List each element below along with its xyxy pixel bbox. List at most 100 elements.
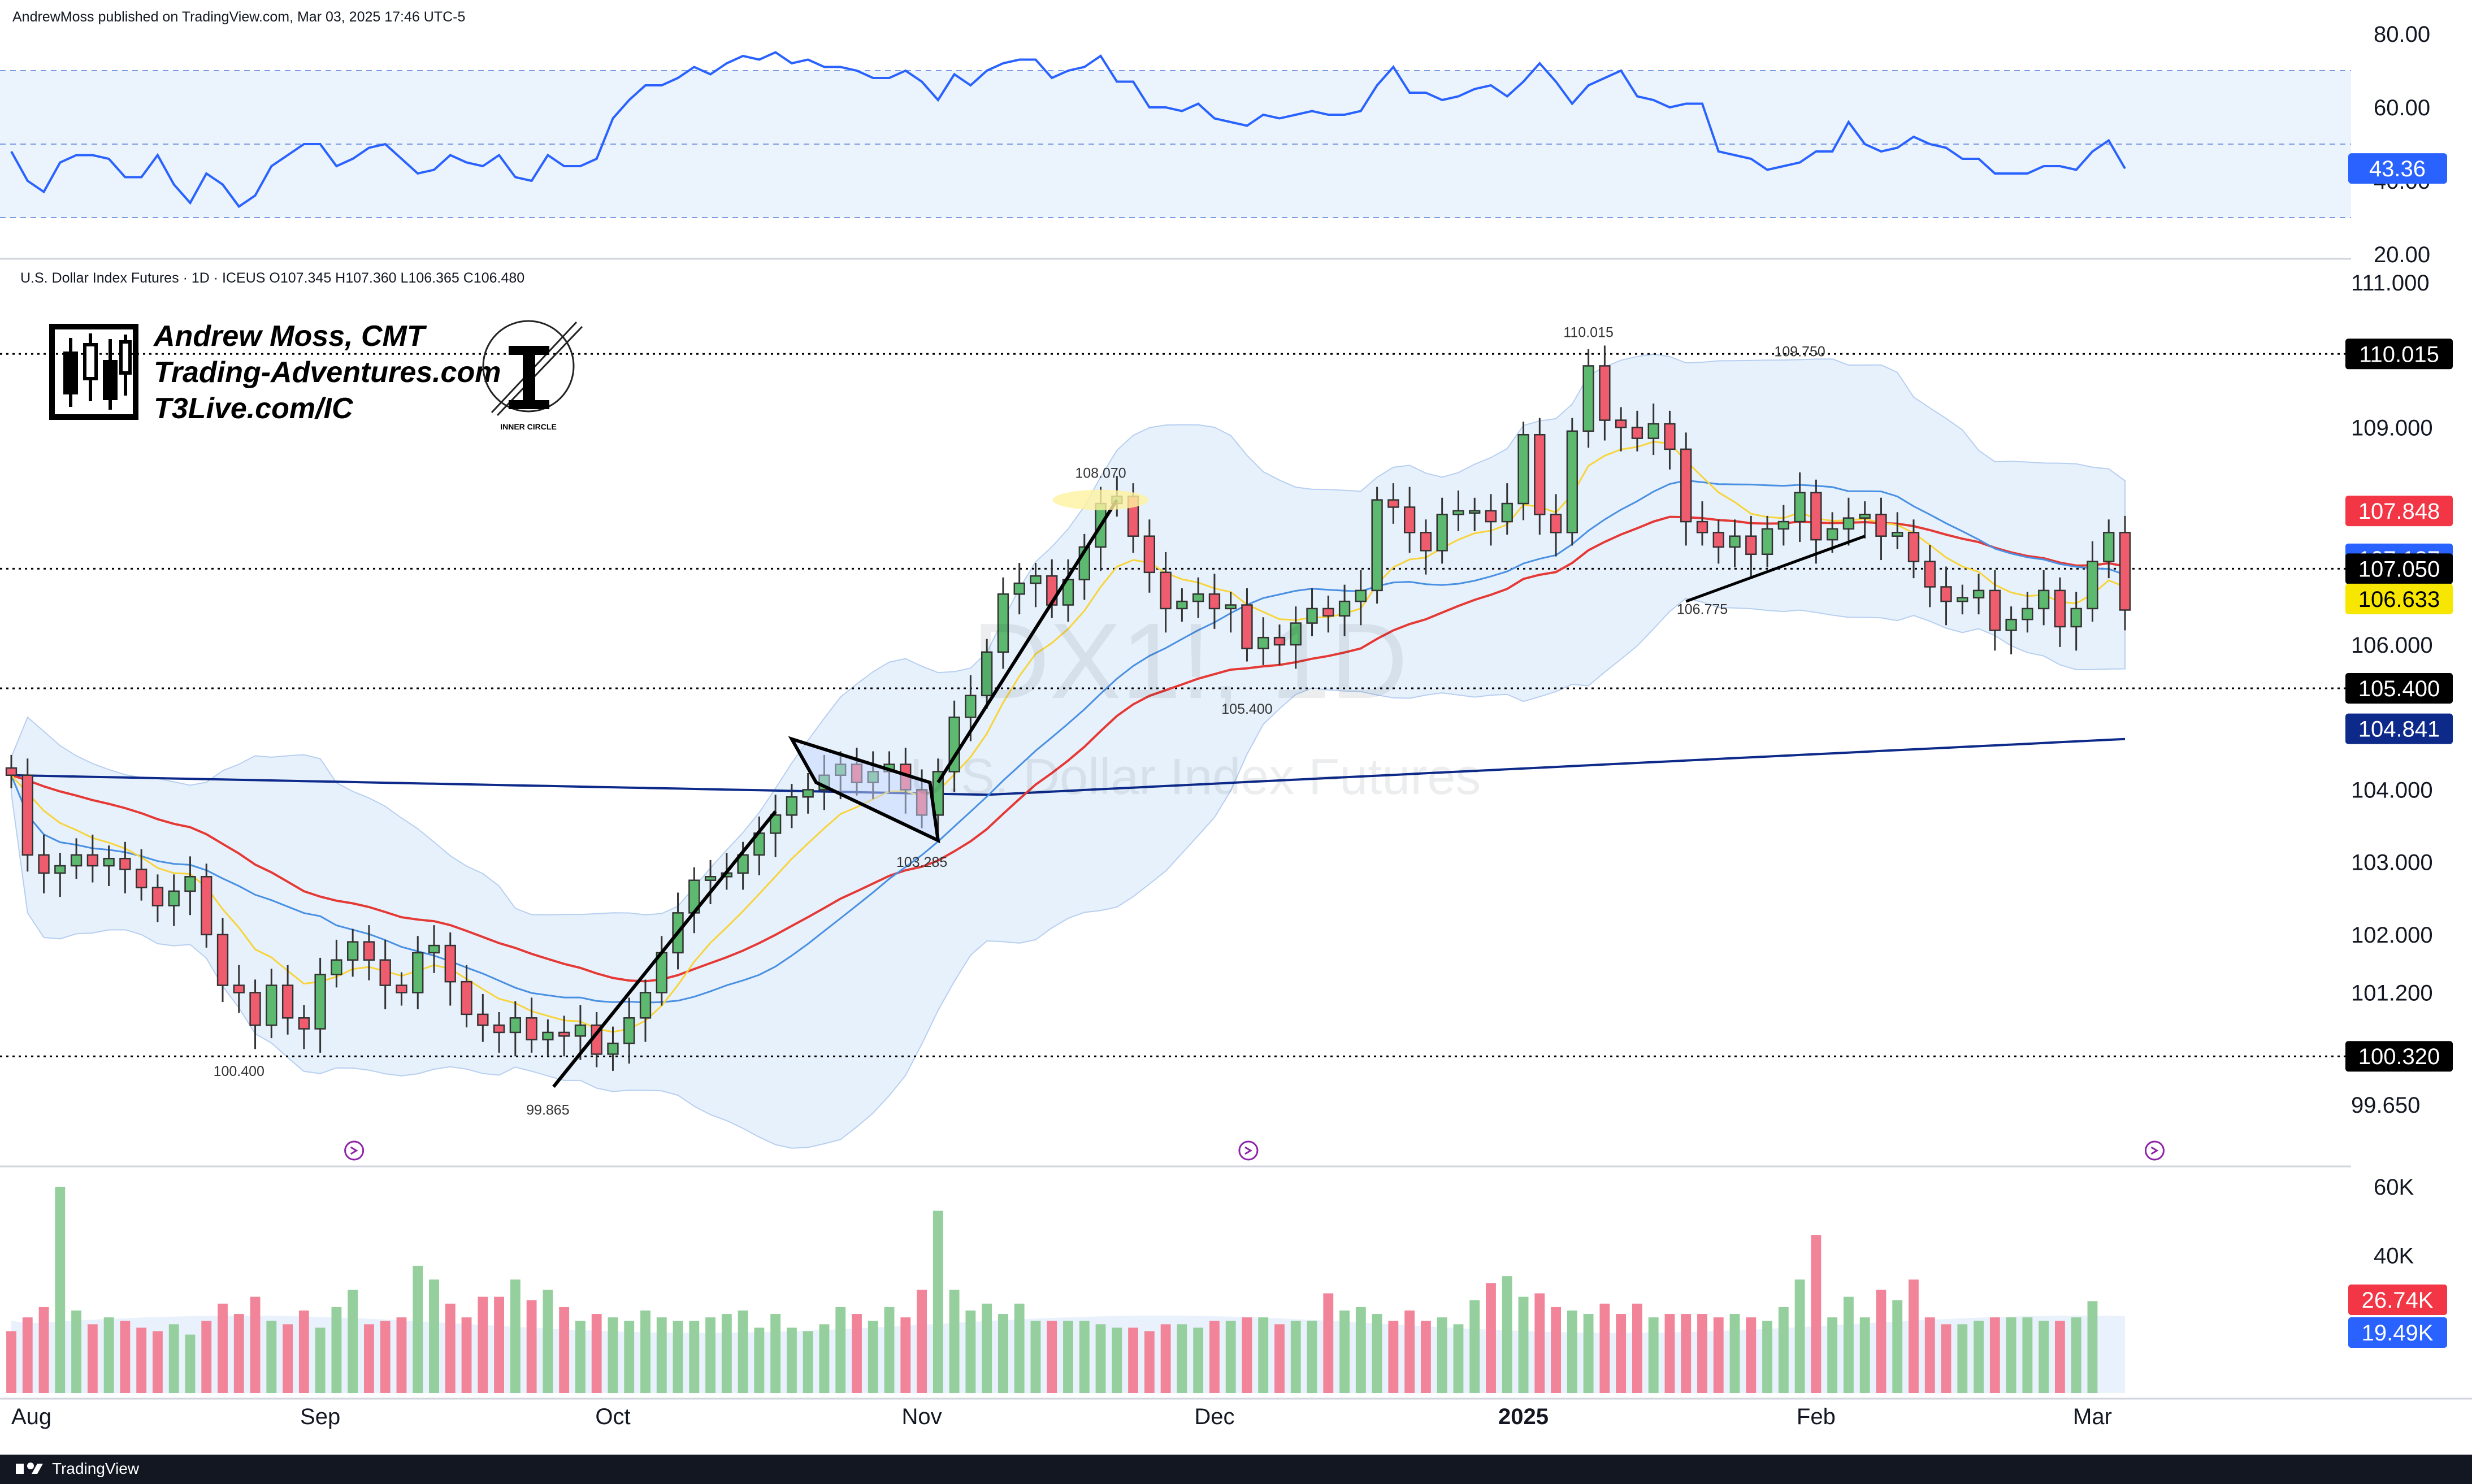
volume-bar bbox=[1876, 1290, 1886, 1393]
price-badge-label: 105.400 bbox=[2358, 676, 2440, 701]
volume-bar bbox=[1258, 1317, 1269, 1393]
volume-bar bbox=[705, 1317, 715, 1393]
price-badge bbox=[2345, 496, 2453, 527]
volume-bar bbox=[721, 1314, 732, 1393]
candle-body bbox=[201, 876, 212, 936]
volume-bar bbox=[1974, 1321, 1984, 1393]
candle-body bbox=[1566, 430, 1578, 533]
volume-bar bbox=[1160, 1324, 1171, 1393]
volume-bar bbox=[396, 1317, 407, 1393]
candle-body bbox=[1615, 419, 1627, 428]
time-tick-label: Oct bbox=[595, 1404, 630, 1429]
time-tick-label: Sep bbox=[300, 1404, 340, 1429]
candle-body bbox=[737, 854, 749, 874]
volume-bar bbox=[803, 1331, 813, 1393]
candle-body bbox=[1647, 423, 1659, 439]
candle-body bbox=[526, 1017, 537, 1040]
volume-bar bbox=[1648, 1317, 1659, 1393]
volume-bar bbox=[787, 1327, 797, 1393]
candle-body bbox=[266, 984, 277, 1026]
candle-body bbox=[444, 944, 456, 983]
candle-body bbox=[1338, 600, 1351, 617]
event-icon bbox=[1238, 1140, 1259, 1161]
volume-bar bbox=[2071, 1317, 2081, 1393]
volume-bar bbox=[218, 1303, 228, 1393]
candle-body bbox=[1729, 535, 1741, 548]
candle-body bbox=[1680, 448, 1692, 523]
volume-bar bbox=[656, 1317, 667, 1393]
candle-body bbox=[1599, 365, 1611, 421]
candle-body bbox=[168, 890, 180, 906]
volume-bar bbox=[1909, 1279, 1919, 1393]
volume-bar bbox=[429, 1279, 439, 1393]
candle-body bbox=[1777, 520, 1790, 530]
candle-body bbox=[1452, 510, 1464, 515]
candle-body bbox=[1826, 528, 1838, 541]
price-tick-label: 99.650 bbox=[2351, 1093, 2420, 1118]
candle-body bbox=[1257, 636, 1269, 649]
event-icon bbox=[2150, 1146, 2159, 1155]
volume-badge bbox=[2348, 1285, 2447, 1315]
price-badge bbox=[2345, 583, 2453, 614]
volume-bar bbox=[2022, 1317, 2033, 1393]
volume-bar bbox=[1290, 1321, 1301, 1393]
candle-body bbox=[346, 941, 359, 961]
volume-bar bbox=[835, 1307, 846, 1393]
candle-body bbox=[558, 1031, 570, 1037]
tradingview-logo-icon bbox=[16, 1463, 43, 1474]
candle-body bbox=[249, 992, 261, 1026]
price-annotation: 110.015 bbox=[1563, 324, 1614, 340]
ma-50-line bbox=[11, 515, 2126, 983]
volume-bar bbox=[624, 1321, 635, 1393]
volume-bar bbox=[1989, 1317, 2000, 1393]
publisher-caption: AndrewMoss published on TradingView.com,… bbox=[12, 9, 465, 25]
volume-bar bbox=[6, 1331, 16, 1393]
volume-bar bbox=[1372, 1314, 1382, 1393]
price-annotation: 108.070 bbox=[1075, 466, 1126, 481]
candle-body bbox=[1273, 636, 1286, 646]
rsi-tick-label: 20.00 bbox=[2374, 242, 2430, 267]
volume-bar bbox=[1746, 1317, 1757, 1393]
volume-bar bbox=[1844, 1296, 1854, 1393]
volume-bar bbox=[1616, 1314, 1627, 1393]
candle-body bbox=[639, 992, 652, 1019]
volume-bar bbox=[22, 1317, 33, 1393]
rsi-tick-label: 60.00 bbox=[2374, 96, 2430, 120]
volume-bar bbox=[1453, 1324, 1464, 1393]
logo-line-3: T3Live.com/IC bbox=[154, 392, 354, 425]
candle-body bbox=[704, 876, 717, 881]
volume-bar bbox=[1924, 1317, 1935, 1393]
volume-bar bbox=[1778, 1307, 1789, 1393]
volume-bar bbox=[168, 1324, 179, 1393]
volume-bar bbox=[55, 1187, 66, 1393]
volume-bar bbox=[1729, 1314, 1740, 1393]
candle-body bbox=[216, 934, 229, 986]
volume-bar bbox=[331, 1307, 342, 1393]
candle-body bbox=[5, 767, 18, 776]
candle-body bbox=[1940, 586, 1952, 602]
volume-bar bbox=[917, 1290, 927, 1393]
volume-badge-label: 26.74K bbox=[2362, 1288, 2434, 1313]
volume-bar bbox=[933, 1210, 943, 1393]
volume-bar bbox=[1421, 1321, 1431, 1393]
candle-body bbox=[1892, 532, 1903, 537]
candle-body bbox=[281, 984, 294, 1019]
candle-body bbox=[965, 695, 977, 718]
candle-body bbox=[493, 1024, 505, 1034]
volume-bar bbox=[461, 1317, 472, 1393]
volume-bar bbox=[413, 1265, 423, 1393]
candle-body bbox=[1403, 506, 1416, 533]
candle-body bbox=[379, 959, 391, 986]
volume-bar bbox=[1859, 1317, 1870, 1393]
candle-body bbox=[184, 876, 196, 892]
time-axis: Aug Sep Oct Nov Dec 2025 Feb Mar bbox=[11, 1404, 2112, 1429]
price-tick-label: 106.000 bbox=[2351, 633, 2433, 658]
watermark-name: U.S. Dollar Index Futures bbox=[910, 749, 1481, 805]
volume-bar bbox=[445, 1303, 456, 1393]
price-badge-label: 110.015 bbox=[2359, 342, 2439, 367]
candle-body bbox=[1859, 514, 1871, 519]
price-tick-label: 101.200 bbox=[2351, 980, 2433, 1005]
inner-circle-label: INNER CIRCLE bbox=[500, 422, 557, 431]
ma-20-line bbox=[10, 479, 2126, 1004]
volume-bar bbox=[71, 1311, 81, 1393]
